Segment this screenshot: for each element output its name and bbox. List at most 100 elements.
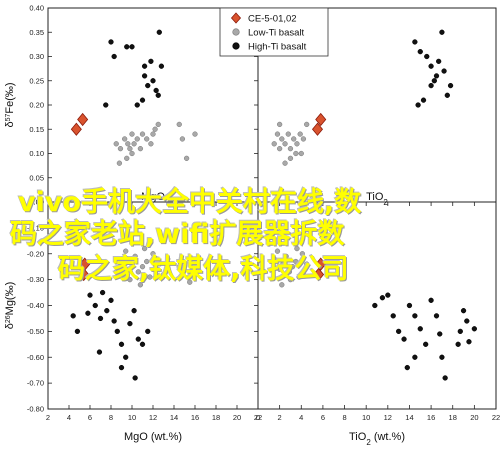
point-high-ti	[127, 320, 133, 327]
point-low-ti	[144, 136, 150, 142]
point-high-ti	[447, 82, 454, 89]
point-low-ti	[135, 269, 141, 275]
point-low-ti	[113, 141, 119, 147]
point-low-ti	[139, 264, 146, 270]
point-high-ti	[145, 328, 151, 335]
point-low-ti	[176, 264, 182, 270]
point-low-ti	[129, 131, 135, 137]
point-high-ti	[433, 73, 440, 79]
point-low-ti	[271, 141, 277, 147]
point-low-ti	[285, 131, 291, 137]
point-high-ti	[428, 63, 434, 69]
point-low-ti	[137, 282, 144, 288]
legend-label: Low-Ti basalt	[248, 27, 305, 38]
point-high-ti	[150, 78, 156, 84]
y-axis-label: δ26Mg(‰)	[4, 282, 16, 330]
point-high-ti	[139, 97, 146, 103]
point-high-ti	[460, 308, 467, 314]
point-high-ti	[158, 63, 165, 69]
point-high-ti	[118, 364, 125, 371]
point-low-ti	[298, 150, 304, 157]
point-low-ti	[282, 141, 288, 147]
point-high-ti	[129, 44, 135, 50]
x-tick-label: 18	[449, 413, 457, 422]
y-tick-label: -0.70	[27, 379, 44, 388]
point-low-ti	[153, 261, 159, 267]
point-high-ti	[103, 102, 109, 108]
point-low-ti	[293, 150, 299, 157]
point-ce5	[315, 257, 327, 271]
point-high-ti	[104, 308, 110, 314]
point-high-ti	[439, 354, 445, 360]
point-high-ti	[85, 310, 91, 316]
point-low-ti	[124, 266, 130, 272]
point-low-ti	[274, 248, 281, 254]
x-tick-label: 20	[470, 413, 478, 422]
point-low-ti	[287, 146, 294, 152]
point-ce5	[78, 267, 90, 282]
y-tick-label: -0.10	[27, 223, 44, 232]
point-high-ti	[390, 313, 396, 319]
point-low-ti	[282, 160, 288, 166]
point-high-ti	[132, 375, 138, 381]
point-high-ti	[87, 292, 93, 298]
point-high-ti	[141, 63, 148, 69]
legend-marker-high-ti	[232, 42, 240, 50]
legend-marker-ce5	[230, 12, 242, 24]
point-low-ti	[155, 121, 161, 128]
point-high-ti	[415, 102, 421, 108]
point-high-ti	[455, 341, 461, 347]
x-tick-label: 22	[254, 413, 262, 422]
point-low-ti	[144, 258, 150, 265]
point-high-ti	[442, 375, 448, 381]
point-high-ti	[139, 341, 146, 347]
point-low-ti	[127, 146, 133, 152]
point-high-ti	[406, 302, 413, 309]
y-tick-label: 0.00	[29, 198, 44, 207]
y-tick-label: 0.05	[29, 173, 44, 182]
point-low-ti	[187, 279, 193, 285]
point-low-ti	[286, 269, 293, 275]
point-high-ti	[466, 339, 472, 345]
point-low-ti	[125, 141, 131, 147]
legend-label: CE-5-01,02	[248, 13, 297, 24]
point-low-ti	[122, 136, 128, 142]
panel-bottom-right: 0 2 4 6 8 10 12 14 16 18 20 22 TiO2 (wt.%)	[256, 201, 500, 447]
point-high-ti	[423, 341, 429, 347]
point-high-ti	[141, 73, 148, 79]
point-low-ti	[150, 131, 156, 137]
point-high-ti	[114, 328, 120, 335]
point-high-ti	[428, 82, 434, 89]
point-low-ti	[279, 282, 285, 288]
point-high-ti	[471, 326, 478, 332]
point-low-ti	[183, 155, 190, 162]
point-low-ti	[293, 258, 299, 265]
panel-top-right: TiO2	[257, 7, 497, 207]
x-tick-label: 2	[278, 413, 282, 422]
point-low-ti	[129, 150, 135, 157]
point-high-ti	[444, 92, 450, 98]
y-tick-label: 0.10	[29, 149, 44, 158]
point-low-ti	[148, 141, 154, 147]
point-low-ti	[137, 146, 144, 152]
point-low-ti	[129, 261, 135, 267]
x-tick-label: 20	[233, 413, 241, 422]
point-ce5	[70, 122, 82, 136]
point-high-ti	[404, 364, 410, 371]
point-high-ti	[395, 328, 402, 335]
point-low-ti	[271, 256, 277, 262]
point-high-ti	[124, 44, 130, 50]
point-low-ti	[297, 131, 303, 137]
point-high-ti	[155, 92, 161, 98]
point-low-ti	[123, 248, 129, 254]
point-high-ti	[135, 336, 141, 342]
point-low-ti	[127, 276, 133, 283]
point-high-ti	[111, 318, 117, 324]
point-high-ti	[108, 39, 114, 45]
point-high-ti	[97, 315, 104, 322]
point-low-ti	[150, 251, 156, 257]
point-high-ti	[134, 102, 140, 108]
point-high-ti	[148, 58, 154, 64]
watermark-line-2: 码之家老站,wifi扩展器拆数	[10, 219, 345, 250]
